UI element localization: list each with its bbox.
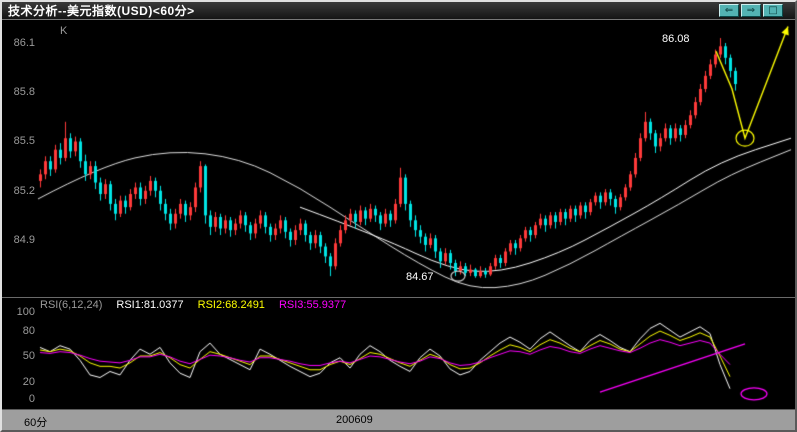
window-controls: ⇐ ⇒ □ [719, 4, 783, 17]
status-bar: 60分 200609 [2, 409, 795, 430]
rsi1-value: RSI1:81.0377 [116, 299, 184, 311]
window-title: 技术分析--美元指数(USD)<60分> [8, 4, 195, 18]
rsi2-value: RSI2:68.2491 [197, 299, 265, 311]
rsi-axis-label: 50 [22, 350, 35, 362]
low-price-label: 84.67 [406, 271, 434, 283]
rsi-params-label: RSI(6,12,24) [40, 299, 103, 311]
price-axis-label: 86.1 [13, 37, 35, 49]
rsi-axis-label: 100 [16, 306, 35, 318]
kline-indicator-label: K [60, 25, 68, 37]
high-price-label: 86.08 [662, 33, 690, 45]
back-arrow-icon: ⇐ [724, 4, 734, 16]
panel-divider [2, 297, 795, 298]
chart-area: K 86.1 85.8 85.5 85.2 84.9 86.08 84.67 R… [2, 19, 795, 409]
date-label: 200609 [336, 414, 373, 426]
chart-canvas[interactable] [2, 20, 795, 409]
maximize-icon: □ [768, 4, 778, 16]
title-bar: 技术分析--美元指数(USD)<60分> ⇐ ⇒ □ [2, 2, 795, 19]
back-button[interactable]: ⇐ [719, 4, 739, 17]
price-axis-label: 85.8 [13, 86, 35, 98]
price-axis-label: 85.5 [13, 135, 35, 147]
rsi-axis-label: 80 [22, 325, 35, 337]
period-label: 60分 [24, 417, 48, 429]
forward-button[interactable]: ⇒ [741, 4, 761, 17]
price-axis-label: 84.9 [13, 234, 35, 246]
rsi-header: RSI(6,12,24) RSI1:81.0377 RSI2:68.2491 R… [40, 299, 346, 311]
rsi3-value: RSI3:55.9377 [278, 299, 347, 311]
rsi-axis-label: 20 [22, 376, 35, 388]
maximize-button[interactable]: □ [763, 4, 783, 17]
price-axis-label: 85.2 [13, 185, 35, 197]
forward-arrow-icon: ⇒ [746, 4, 756, 16]
rsi-axis-label: 0 [28, 393, 35, 405]
